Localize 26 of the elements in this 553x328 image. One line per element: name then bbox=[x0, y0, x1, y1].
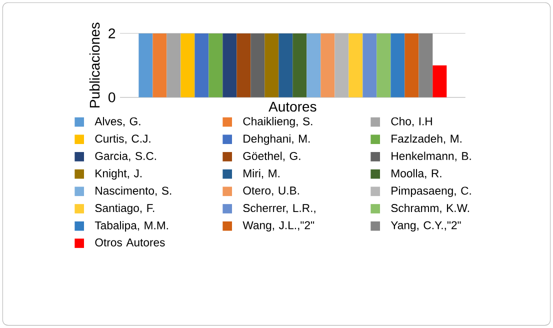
legend-label: Fazlzadeh, M. bbox=[392, 134, 462, 144]
legend-label: Miri, M. bbox=[244, 169, 280, 179]
legend-label: Otros Autores bbox=[95, 238, 165, 246]
legend-label: Alves, G. bbox=[94, 117, 140, 127]
legend-label: Henkelmann, B. bbox=[392, 152, 471, 162]
y-tick-label: 0 bbox=[108, 92, 116, 102]
legend-label: Garcia, S.C. bbox=[95, 152, 156, 162]
legend-label: Curtis, C.J. bbox=[95, 134, 150, 144]
legend-label: Nascimento, S. bbox=[96, 186, 172, 196]
legend-label: Moolla, R. bbox=[392, 169, 442, 179]
legend-label: Göethel, G. bbox=[243, 152, 300, 162]
legend-label: Knight, J. bbox=[96, 169, 142, 180]
y-axis-title: Publicaciones bbox=[89, 22, 100, 108]
legend-label: Santiago, F. bbox=[95, 204, 154, 214]
legend-label: Schramm, K.W. bbox=[391, 204, 469, 214]
legend-label: Dehghani, M. bbox=[244, 134, 310, 145]
legend-label: Otero, U.B. bbox=[243, 186, 299, 196]
y-tick-label: 2 bbox=[108, 28, 116, 38]
legend-label: Wang, J.L.,"2" bbox=[242, 221, 314, 232]
legend-label: Yang, C.Y.,"2" bbox=[390, 221, 461, 232]
legend-label: Cho, I.H bbox=[391, 117, 432, 127]
legend-label: Scherrer, L.R., bbox=[243, 204, 316, 214]
legend-label: Chaiklieng, S. bbox=[243, 117, 312, 128]
legend-label: Tabalipa, M.M. bbox=[94, 221, 168, 232]
x-axis-title: Autores bbox=[268, 102, 316, 112]
legend-label: Pimpasaeng, C. bbox=[392, 186, 471, 197]
